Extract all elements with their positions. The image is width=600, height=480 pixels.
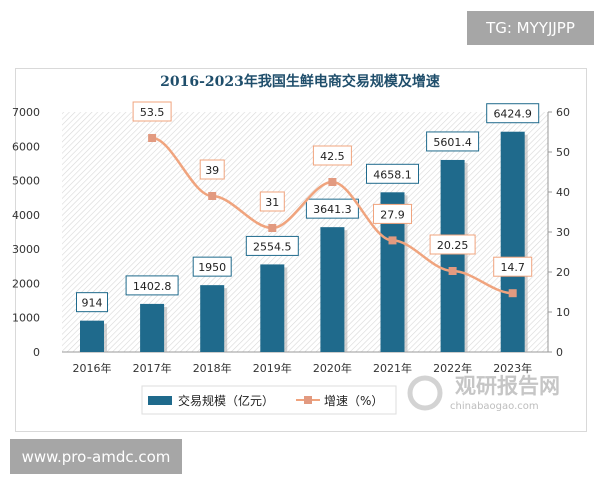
bar-data-label-box: [426, 131, 480, 152]
line-point: [328, 178, 337, 186]
bar-data-label-box: [305, 198, 359, 219]
bar-data-label: 1950: [198, 261, 226, 274]
right-tick-label: 30: [556, 226, 570, 239]
line-data-label-box: [373, 203, 412, 224]
line-point: [388, 236, 397, 245]
line-data-label-box: [199, 159, 225, 180]
line-point: [268, 224, 277, 232]
bar: [80, 320, 104, 352]
legend: [141, 385, 397, 415]
x-tick-label: 2020年: [313, 361, 352, 375]
bar-data-label: 5601.4: [433, 136, 472, 149]
x-tick-label: 2017年: [133, 361, 172, 375]
right-tick-label: 0: [556, 346, 563, 359]
bar-data-label: 2554.5: [253, 240, 292, 253]
bar-data-label: 6424.9: [493, 108, 532, 121]
left-tick-label: 3000: [12, 243, 40, 256]
left-tick-label: 1000: [12, 312, 40, 325]
left-tick-label: 7000: [12, 106, 40, 119]
bar-data-label-box: [192, 256, 232, 277]
line-data-label: 27.9: [380, 208, 405, 221]
logo-icon: [407, 375, 443, 411]
bar-data-label: 914: [82, 297, 103, 310]
bar-data-label-box: [76, 292, 108, 313]
right-tick-label: 60: [556, 106, 570, 119]
left-tick-label: 2000: [12, 277, 40, 290]
x-tick-label: 2019年: [253, 361, 292, 375]
x-tick-label: 2016年: [73, 361, 112, 375]
logo-text: 观研报告网: [455, 374, 560, 398]
bar: [140, 303, 165, 352]
line-point: [208, 192, 217, 200]
right-tick-label: 50: [556, 146, 570, 159]
left-tick-label: 6000: [12, 140, 40, 153]
line-data-label-box: [132, 101, 172, 122]
left-tick-label: 4000: [12, 209, 40, 222]
bar-data-label: 3641.3: [313, 203, 352, 216]
left-tick-label: 0: [33, 346, 40, 359]
bar-data-label-box: [125, 275, 179, 296]
chart-title: 2016-2023年我国生鲜电商交易规模及增速: [160, 73, 440, 90]
x-tick-label: 2023年: [493, 361, 532, 375]
right-tick-label: 40: [556, 186, 570, 199]
watermark-bottom: www.pro-amdc.com: [10, 439, 182, 474]
line-point: [148, 134, 157, 142]
bar: [260, 264, 285, 352]
bar-data-label-box: [366, 163, 419, 184]
bar-data-label: 4658.1: [373, 168, 412, 181]
line-data-label: 42.5: [320, 150, 345, 163]
line-point: [508, 289, 517, 298]
line-data-label: 20.25: [437, 239, 469, 252]
x-tick-label: 2022年: [433, 361, 472, 375]
bar: [320, 227, 345, 352]
line-data-label-box: [429, 234, 476, 255]
bar-data-label-box: [245, 235, 299, 256]
x-tick-label: 2018年: [193, 361, 232, 375]
chart-frame: [15, 68, 587, 432]
line-data-label: 53.5: [140, 106, 165, 119]
right-tick-label: 20: [556, 266, 570, 279]
x-tick-label: 2021年: [373, 361, 412, 375]
line-data-label-box: [312, 145, 352, 166]
line-point: [448, 267, 457, 275]
watermark-top: TG: MYYJJPP: [467, 11, 594, 45]
bar-data-label-box: [486, 103, 540, 124]
line-data-label-box: [259, 191, 285, 212]
legend-line-label: 增速（%）: [324, 394, 383, 408]
bar-data-label: 1402.8: [133, 280, 172, 293]
line-data-label: 14.7: [500, 261, 525, 274]
right-tick-label: 10: [556, 306, 570, 319]
bar: [200, 285, 225, 352]
legend-bar-label: 交易规模（亿元）: [178, 393, 274, 408]
logo-url: chinabaogao.com: [450, 401, 539, 412]
bar: [500, 131, 525, 352]
line-data-label: 39: [205, 164, 219, 177]
legend-line-marker: [304, 396, 312, 404]
bar: [440, 159, 465, 352]
legend-bar-swatch: [148, 396, 172, 405]
line-data-label: 31: [265, 196, 279, 209]
left-tick-label: 5000: [12, 175, 40, 188]
line-data-label-box: [493, 256, 533, 277]
